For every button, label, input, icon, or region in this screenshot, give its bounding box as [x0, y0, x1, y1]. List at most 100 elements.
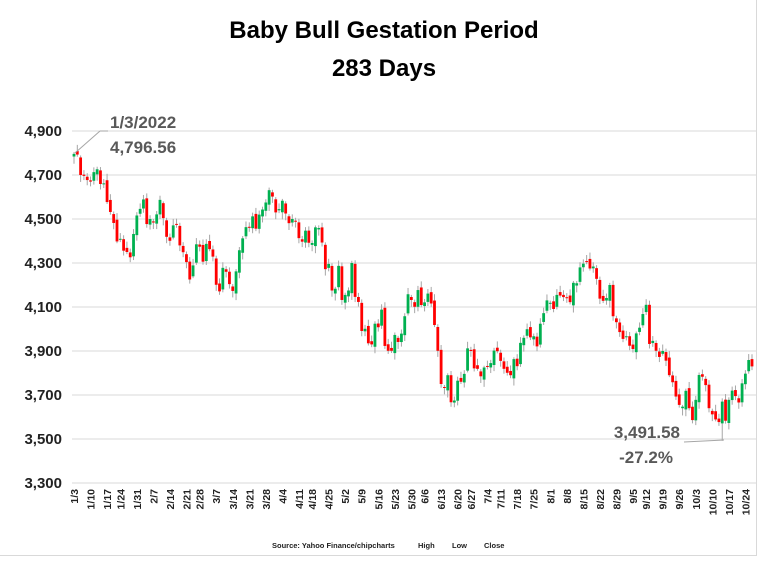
x-tick-label: 10/3	[691, 489, 703, 510]
candle-body	[221, 267, 225, 290]
candle-body	[697, 374, 701, 403]
y-tick-label: 4,500	[24, 211, 62, 228]
candle-body	[297, 222, 301, 239]
x-tick-label: 8/1	[545, 489, 557, 504]
candle-body	[251, 216, 254, 229]
x-tick-label: 5/23	[390, 489, 402, 510]
candle-body	[605, 297, 608, 301]
x-tick-label: 2/14	[165, 489, 177, 510]
start-annotation-date: 1/3/2022	[110, 113, 176, 132]
candle-body	[529, 327, 532, 338]
candle-body	[274, 199, 278, 213]
candle-body	[634, 333, 638, 353]
candle-body	[657, 351, 661, 357]
candle-body	[373, 323, 377, 347]
candle-body	[429, 292, 433, 304]
candle-body	[565, 297, 569, 299]
candle-body	[102, 183, 106, 185]
candle-body	[350, 263, 354, 294]
candle-body	[393, 334, 397, 354]
candle-body	[79, 157, 83, 175]
candle-body	[611, 284, 615, 317]
candle-body	[443, 386, 446, 388]
candle-body	[462, 373, 466, 383]
candle-body	[737, 398, 741, 403]
low-annotation-percent: -27.2%	[619, 448, 673, 467]
x-tick-label: 2/7	[148, 489, 160, 504]
candle-body	[294, 220, 297, 222]
candle-body	[433, 300, 436, 326]
candle-body	[168, 237, 172, 241]
candle-body	[552, 301, 555, 309]
candle-body	[535, 336, 539, 347]
candle-body	[403, 316, 407, 336]
candle-body	[585, 261, 589, 263]
candle-body	[423, 302, 426, 307]
candle-body	[638, 327, 641, 332]
start-annotation-leader	[74, 130, 101, 154]
candle-body	[724, 399, 727, 421]
candle-body	[519, 342, 522, 365]
candle-body	[459, 377, 463, 382]
candle-body	[244, 227, 248, 237]
candle-body	[340, 266, 344, 300]
x-tick-label: 6/6	[420, 489, 432, 504]
candle-body	[357, 296, 360, 302]
candle-body	[347, 290, 350, 297]
candle-body	[271, 192, 274, 197]
candle-body	[148, 219, 152, 225]
candle-body	[618, 322, 622, 333]
candle-body	[419, 287, 423, 306]
candle-body	[191, 265, 195, 277]
candle-body	[522, 337, 526, 346]
candle-body	[426, 293, 430, 302]
x-tick-label: 4/18	[307, 489, 319, 510]
candle-body	[469, 349, 473, 351]
candle-body	[717, 418, 721, 423]
candle-body	[515, 358, 519, 367]
x-tick-label: 9/12	[641, 489, 653, 510]
x-tick-label: 8/29	[611, 489, 623, 510]
y-tick-label: 3,700	[24, 387, 62, 404]
candle-body	[181, 245, 185, 253]
candle-body	[684, 390, 688, 410]
candle-body	[545, 300, 549, 311]
candle-body	[466, 348, 469, 371]
x-tick-label: 5/30	[406, 489, 418, 510]
candle-body	[416, 290, 420, 307]
candle-body	[743, 373, 747, 385]
x-tick-label: 7/11	[496, 489, 508, 509]
candle-body	[333, 288, 337, 294]
candle-body	[505, 366, 509, 373]
candle-body	[370, 341, 374, 345]
chart-frame	[0, 0, 757, 556]
x-tick-label: 7/18	[512, 489, 524, 510]
candle-body	[499, 352, 503, 361]
x-tick-label: 6/20	[453, 489, 465, 510]
candle-body	[572, 282, 575, 306]
candle-body	[740, 383, 744, 403]
low-annotation-value: 3,491.58	[614, 423, 680, 442]
candle-body	[115, 219, 119, 242]
source-note: Source: Yahoo Finance/chipcharts	[272, 541, 395, 550]
candle-body	[456, 380, 460, 401]
candle-body	[158, 199, 162, 215]
candle-body	[595, 268, 598, 279]
candle-body	[691, 406, 694, 421]
candle-body	[343, 294, 347, 303]
candle-body	[644, 304, 648, 313]
candle-body	[300, 239, 304, 242]
candle-body	[304, 230, 307, 243]
candle-body	[750, 359, 754, 367]
candle-body	[82, 174, 86, 176]
candle-body	[151, 221, 155, 223]
candle-body	[598, 279, 602, 299]
candle-body	[489, 363, 493, 368]
candle-body	[247, 226, 251, 228]
candle-body	[175, 223, 178, 225]
candle-body	[482, 367, 486, 380]
candle-body	[234, 271, 238, 294]
x-tick-label: 9/19	[658, 489, 670, 510]
x-tick-label: 4/25	[324, 489, 336, 510]
